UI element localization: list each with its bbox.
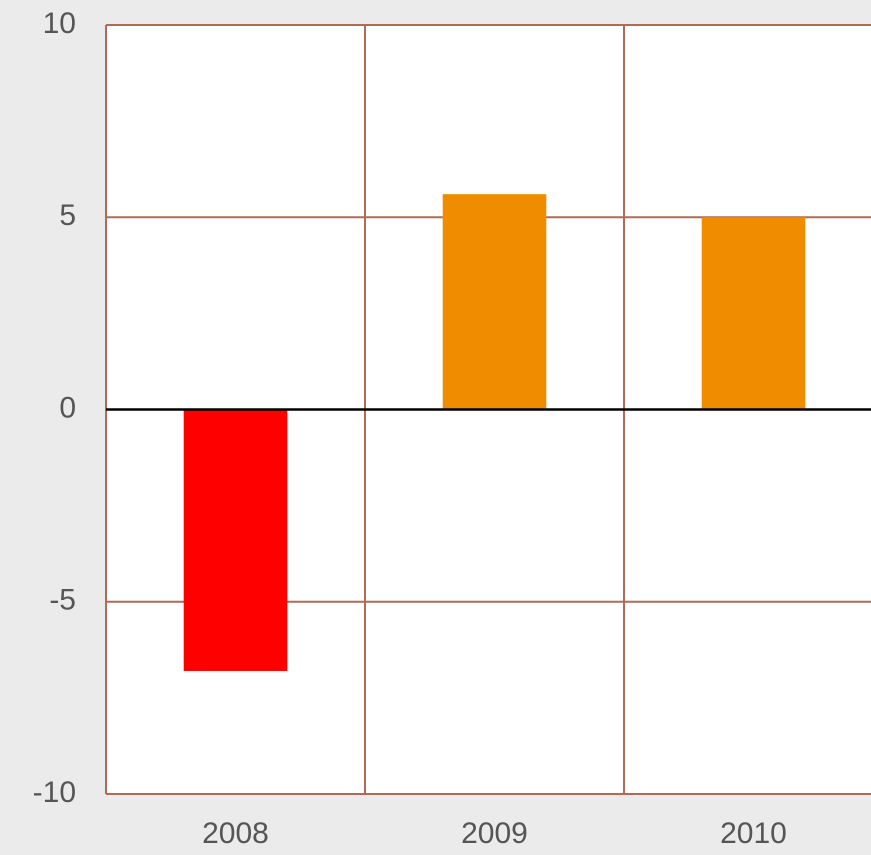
x-tick-label: 2008 — [202, 817, 269, 850]
x-tick-label: 2009 — [461, 817, 528, 850]
bar — [442, 194, 547, 410]
bar — [183, 409, 288, 671]
y-tick-label: 10 — [43, 7, 76, 40]
y-tick-label: -10 — [33, 776, 76, 809]
x-tick-label: 2010 — [720, 817, 787, 850]
y-tick-label: 5 — [59, 199, 76, 232]
y-tick-label: 0 — [59, 391, 76, 424]
bar — [701, 217, 806, 410]
y-tick-label: -5 — [49, 584, 76, 617]
